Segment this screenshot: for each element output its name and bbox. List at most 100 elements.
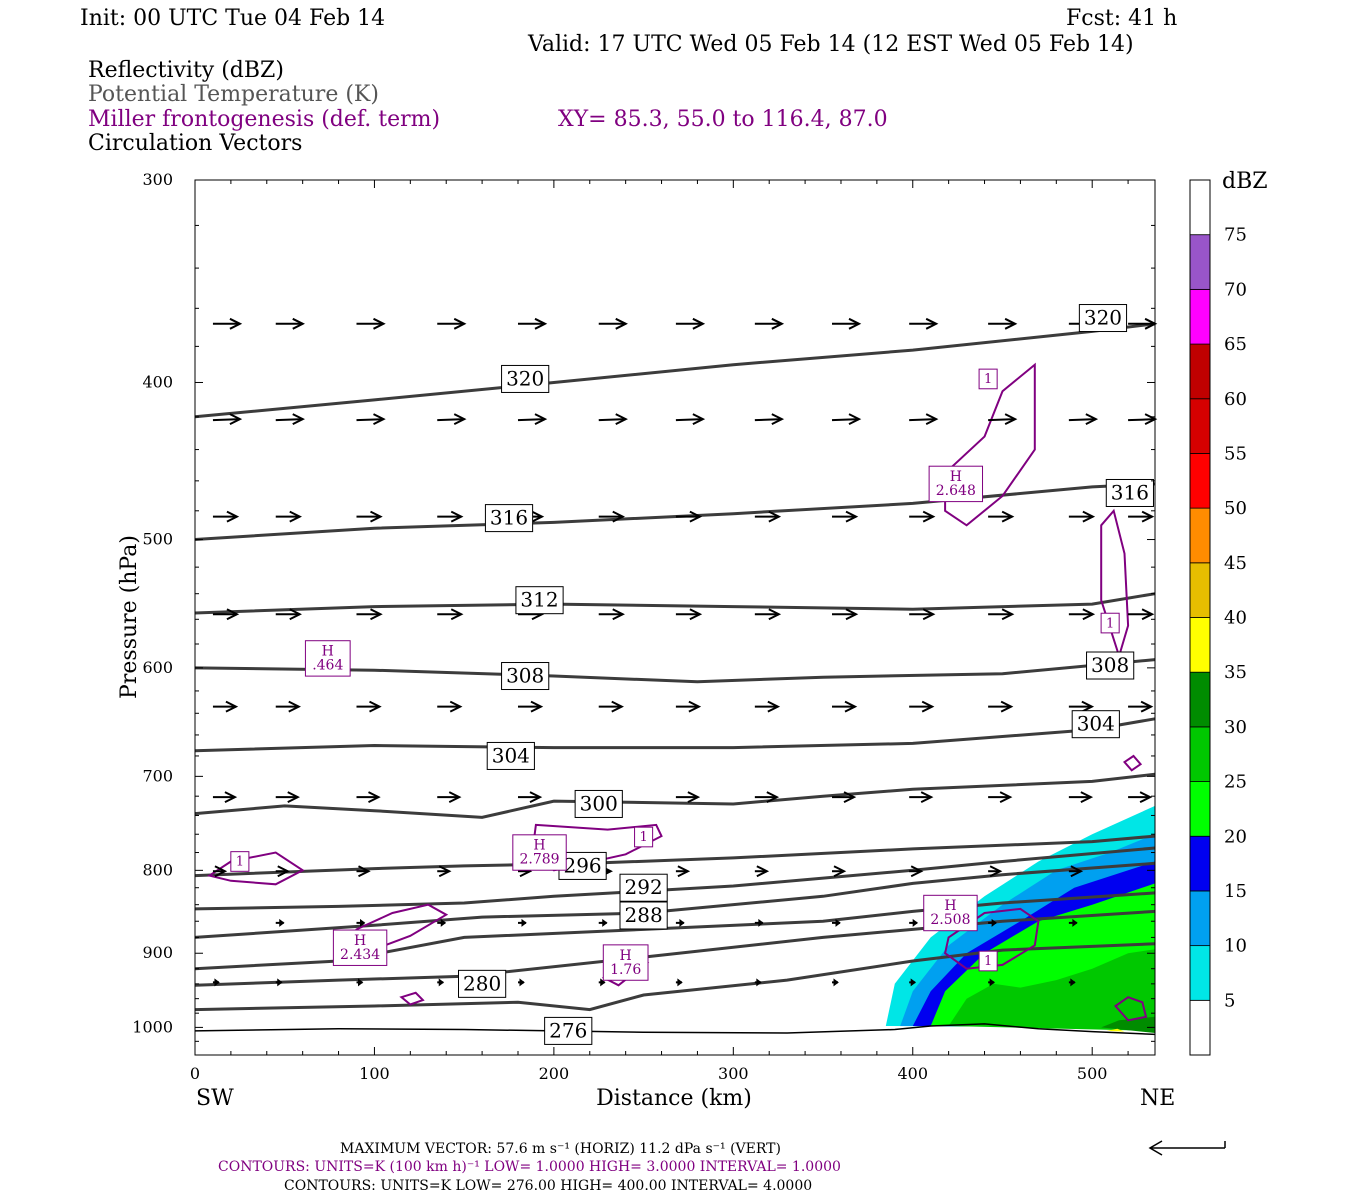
vector-head <box>1085 413 1099 426</box>
vector-head <box>845 608 859 621</box>
circulation-vector <box>675 865 691 878</box>
x-tick-label: 500 <box>1077 1064 1108 1083</box>
vector-head <box>289 608 302 621</box>
vector-head <box>1082 510 1096 523</box>
fronto-contour-label-box <box>634 826 654 848</box>
legend-theta: Potential Temperature (K) <box>88 82 379 107</box>
vector-head <box>688 700 702 713</box>
colorbar: 5 10 15 20 25 30 35 40 45 50 55 60 65 70 75 <box>1189 179 1247 1056</box>
fronto-contour-note: CONTOURS: UNITS=K (100 km h)⁻¹ LOW= 1.00… <box>218 1159 841 1175</box>
theta-label-304-box <box>486 741 535 770</box>
circulation-vector <box>832 918 841 927</box>
xy-extent: XY= 85.3, 55.0 to 116.4, 87.0 <box>558 107 888 132</box>
vector-head <box>357 978 364 987</box>
theta-label-304-box <box>1071 710 1120 739</box>
colorbar-swatch <box>1189 453 1211 509</box>
forecast-hour: Fcst: 41 h <box>1066 6 1177 31</box>
axes-layer: 300 400 500 600 700 800 900 1000 0 100 200 300 400 50… <box>132 170 1155 1083</box>
vector-head <box>1070 865 1084 878</box>
vector-head <box>453 317 467 330</box>
circulation-vector <box>754 317 785 330</box>
circulation-vector <box>212 317 243 330</box>
fronto-high-label-text: H <box>354 933 366 949</box>
vector-head <box>359 918 366 927</box>
reference-vector-icon <box>1148 1140 1226 1156</box>
vector-head <box>289 510 302 523</box>
vector-head <box>689 608 703 621</box>
vector-head <box>912 918 919 927</box>
vector-head <box>1080 791 1094 804</box>
theta-label-316-text: 316 <box>1111 480 1149 504</box>
vector-head <box>845 510 859 523</box>
theta-label-288-text: 288 <box>625 903 663 927</box>
fronto-high-label-text: H <box>533 838 545 854</box>
vector-shaft <box>598 418 626 422</box>
colorbar-swatch <box>1189 562 1211 618</box>
colorbar-label: 65 <box>1224 334 1247 355</box>
fronto-high-label-text: 2.434 <box>340 947 380 963</box>
colorbar-swatch <box>1189 288 1211 345</box>
vector-head <box>689 510 703 523</box>
vector-head <box>214 865 228 878</box>
circulation-vector <box>909 791 934 804</box>
y-axis-title: Pressure (hPa) <box>117 535 142 699</box>
vector-head <box>771 413 785 426</box>
fronto-contour-1 <box>1100 508 1130 660</box>
vector-head <box>692 317 706 330</box>
circulation-vector <box>275 608 302 621</box>
fronto-high-label: H2.434 <box>332 929 388 966</box>
circulation-vector <box>675 918 685 927</box>
circulation-vector <box>598 608 625 621</box>
circulation-vector <box>517 918 527 927</box>
circulation-vector <box>754 700 781 713</box>
vector-shaft <box>988 418 1016 422</box>
vector-head <box>229 413 243 426</box>
vector-head <box>615 413 628 426</box>
circulation-vector <box>212 700 239 713</box>
circulation-vector <box>1128 791 1153 804</box>
vector-head <box>288 700 301 713</box>
theta-label-308: 308 <box>1086 651 1135 680</box>
theta-contour-300 <box>194 772 1156 819</box>
theta-contour-280 <box>194 909 1156 987</box>
circulation-vector <box>598 918 608 927</box>
circulation-vector <box>275 510 302 523</box>
fronto-high-label-box <box>512 834 567 871</box>
circulation-vector <box>988 317 1018 330</box>
fronto-contour-6 <box>943 907 1040 970</box>
x-axis-title: Distance (km) <box>596 1086 752 1111</box>
fronto-high-label: H2.648 <box>928 465 984 503</box>
x-tick-label: 0 <box>190 1064 200 1083</box>
theta-label-304: 304 <box>1071 710 1120 739</box>
vector-head <box>910 978 917 987</box>
vector-shaft <box>517 418 546 422</box>
colorbar-label: 40 <box>1224 608 1247 629</box>
fronto-contour-label-text: 1 <box>1106 616 1114 631</box>
vector-head <box>1082 608 1096 621</box>
fronto-high-label-text: 2.508 <box>930 912 970 928</box>
vector-head <box>758 918 764 927</box>
theta-label-296-box <box>558 851 607 880</box>
fronto-high-label-box <box>304 640 351 677</box>
vector-head <box>534 413 548 426</box>
fronto-contour-label-box <box>1100 612 1120 634</box>
circulation-vector <box>675 700 702 713</box>
theta-label-320: 320 <box>501 364 550 393</box>
circulation-vector <box>675 510 703 523</box>
fronto-contour-label: 1 <box>978 368 998 390</box>
theta-label-312-text: 312 <box>520 588 558 612</box>
circulation-vector <box>356 510 383 523</box>
circulation-vector <box>437 865 452 878</box>
vector-head <box>767 700 781 713</box>
fronto-contour-9 <box>1123 754 1143 772</box>
fronto-high-label-text: H <box>322 644 334 660</box>
circulation-vector <box>988 791 1013 804</box>
vector-head <box>531 510 545 523</box>
colorbar-swatch <box>1189 890 1211 947</box>
y-tick-label: 700 <box>142 766 173 785</box>
fronto-contour-label-box <box>978 950 998 972</box>
vector-head <box>530 700 544 713</box>
colorbar-label: 70 <box>1224 279 1247 300</box>
circulation-vector <box>212 791 238 804</box>
vector-head <box>226 510 240 523</box>
